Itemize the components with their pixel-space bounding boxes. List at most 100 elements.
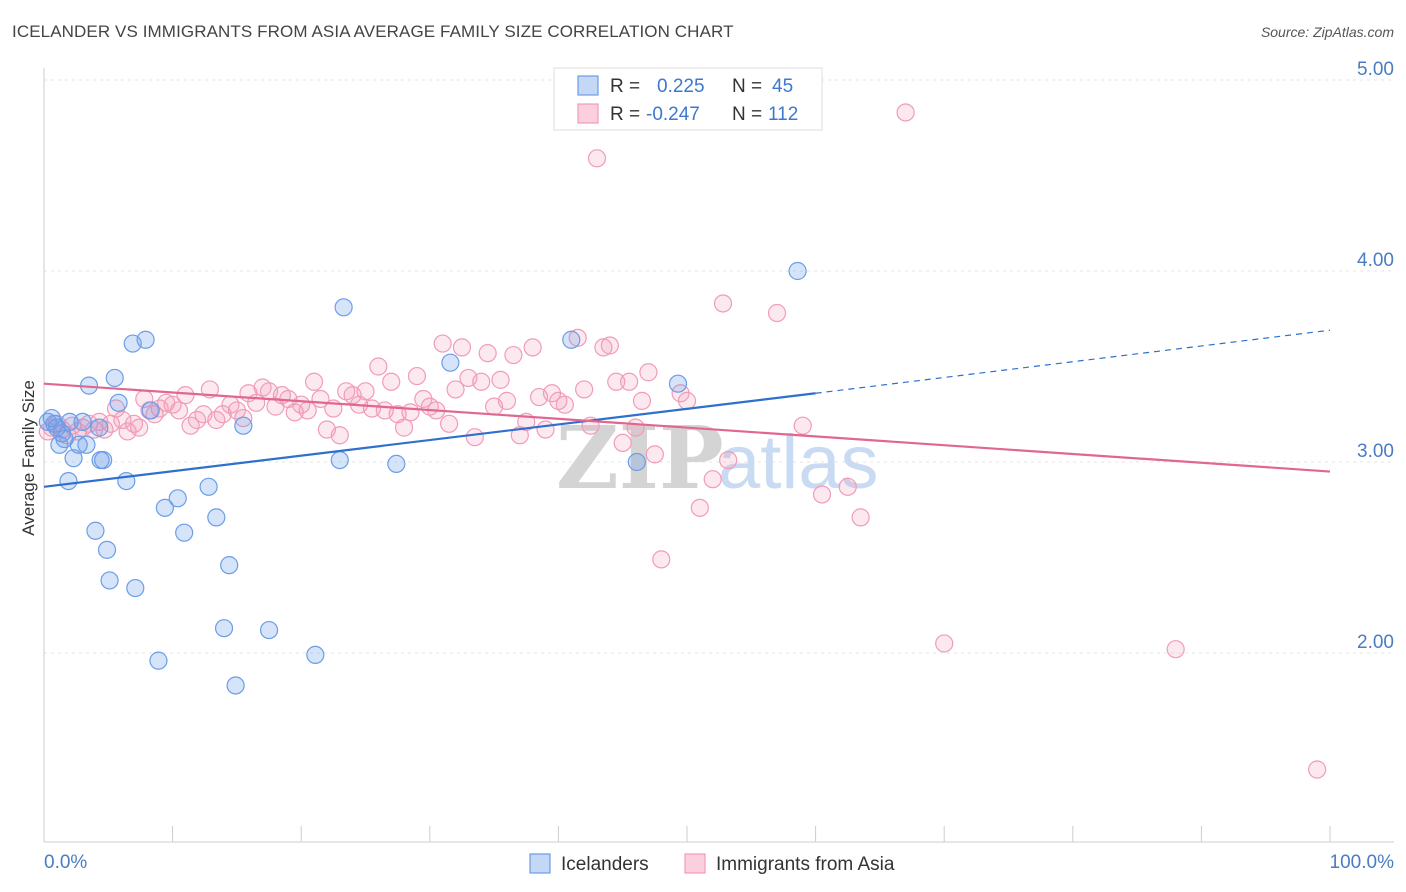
legend-r-label-icelanders: R = [610, 76, 640, 97]
y-tick-labels: 2.00 3.00 4.00 5.00 [1357, 59, 1394, 653]
legend-frame [553, 67, 823, 131]
immigrants-point-79 [523, 338, 542, 357]
icelanders-point-36 [234, 416, 253, 435]
legend-r-label-immigrants: R = [610, 104, 640, 125]
immigrants-point-55 [369, 357, 388, 376]
series-immigrants-points [38, 103, 1327, 779]
legend-swatch-immigrants [577, 103, 599, 124]
trend-lines [43, 329, 1331, 488]
immigrants-point-59 [394, 418, 414, 437]
icelanders-point-12 [77, 435, 96, 454]
immigrants-point-74 [491, 370, 510, 389]
icelanders-trend-line [43, 392, 816, 488]
icelanders-point-33 [214, 619, 234, 638]
icelanders-point-42 [441, 353, 460, 372]
immigrants-point-84 [555, 395, 574, 414]
icelanders-point-17 [94, 450, 113, 470]
icelanders-point-8 [59, 472, 78, 491]
immigrants-trend-line [43, 382, 1331, 473]
immigrants-point-76 [504, 345, 523, 365]
icelanders-point-46 [788, 261, 807, 281]
icelanders-point-39 [330, 450, 349, 470]
icelanders-point-28 [155, 498, 174, 517]
immigrants-point-71 [472, 372, 491, 391]
legend-box: R = 0.225 N = 45 R = -0.247 N = 112 [553, 67, 823, 131]
immigrants-point-75 [497, 391, 517, 410]
icelanders-point-10 [69, 435, 88, 454]
immigrants-point-106 [793, 416, 812, 435]
immigrants-point-31 [213, 405, 232, 424]
legend-n-value-icelanders: 45 [772, 76, 793, 97]
immigrants-point-97 [645, 445, 664, 464]
immigrants-point-15 [118, 422, 137, 441]
legend-n-value-immigrants: 112 [768, 104, 798, 125]
immigrants-point-107 [812, 485, 832, 504]
legend-r-value-icelanders: 0.225 [657, 76, 705, 97]
immigrants-point-86 [575, 380, 594, 399]
y-axis-label: Average Family Size [19, 380, 38, 536]
legend-n-label-icelanders: N = [732, 76, 762, 97]
immigrants-point-112 [1166, 640, 1185, 659]
immigrants-point-109 [851, 508, 870, 527]
icelanders-point-37 [259, 620, 279, 640]
icelanders-point-40 [334, 298, 353, 317]
immigrants-point-34 [234, 408, 253, 428]
immigrants-point-108 [838, 477, 857, 496]
bottom-legend-label-immigrants: Immigrants from Asia [716, 854, 895, 875]
immigrants-point-96 [639, 363, 658, 382]
immigrants-point-89 [594, 338, 613, 357]
y-tick-label-1: 3.00 [1357, 441, 1394, 462]
legend-n-label-immigrants: N = [732, 104, 762, 125]
immigrants-point-105 [767, 303, 787, 323]
icelanders-point-45 [668, 374, 688, 393]
icelanders-point-35 [226, 676, 245, 695]
bottom-legend: Icelanders Immigrants from Asia [529, 853, 895, 875]
bottom-legend-swatch-icelanders [529, 853, 551, 874]
immigrants-point-17 [130, 418, 149, 437]
icelanders-point-29 [168, 489, 187, 508]
icelanders-point-19 [100, 571, 119, 590]
icelanders-point-21 [109, 393, 128, 412]
immigrants-point-100 [677, 391, 697, 410]
icelanders-point-11 [73, 412, 92, 431]
legend-swatch-icelanders [577, 75, 599, 96]
immigrants-point-53 [356, 382, 375, 401]
y-tick-label-2: 4.00 [1357, 250, 1394, 271]
icelanders-point-43 [562, 330, 581, 349]
icelanders-point-18 [97, 540, 117, 559]
immigrants-point-65 [433, 334, 452, 353]
immigrants-point-93 [620, 372, 639, 391]
immigrants-point-102 [703, 470, 722, 489]
immigrants-point-57 [382, 372, 401, 391]
immigrants-point-24 [169, 401, 189, 420]
immigrants-point-113 [1308, 760, 1327, 779]
immigrants-point-70 [465, 428, 484, 447]
immigrants-point-104 [719, 450, 738, 470]
icelanders-point-4 [50, 435, 69, 454]
icelanders-point-9 [64, 449, 83, 468]
bottom-legend-swatch-immigrants [684, 853, 706, 874]
immigrants-point-25 [176, 386, 195, 405]
immigrants-point-95 [632, 391, 652, 410]
immigrants-point-66 [439, 414, 459, 433]
x-tick-label-max: 100.0% [1330, 852, 1395, 873]
immigrants-point-49 [330, 426, 349, 445]
y-tick-label-0: 2.00 [1357, 632, 1394, 653]
y-tick-label-3: 5.00 [1357, 59, 1394, 80]
immigrants-point-101 [690, 498, 709, 517]
icelanders-point-7 [60, 412, 79, 431]
icelanders-point-30 [175, 523, 194, 542]
icelanders-point-41 [387, 454, 406, 474]
immigrants-point-45 [304, 372, 324, 391]
immigrants-point-61 [407, 366, 427, 386]
series-icelanders-points [38, 261, 807, 695]
immigrants-point-81 [536, 420, 555, 439]
immigrants-point-62 [414, 389, 433, 409]
immigrants-point-94 [626, 418, 645, 437]
icelanders-point-25 [136, 330, 155, 349]
immigrants-point-14 [113, 410, 132, 430]
icelanders-point-14 [86, 521, 105, 540]
source-label: Source: ZipAtlas.com [1260, 24, 1394, 40]
icelanders-point-20 [105, 368, 124, 388]
